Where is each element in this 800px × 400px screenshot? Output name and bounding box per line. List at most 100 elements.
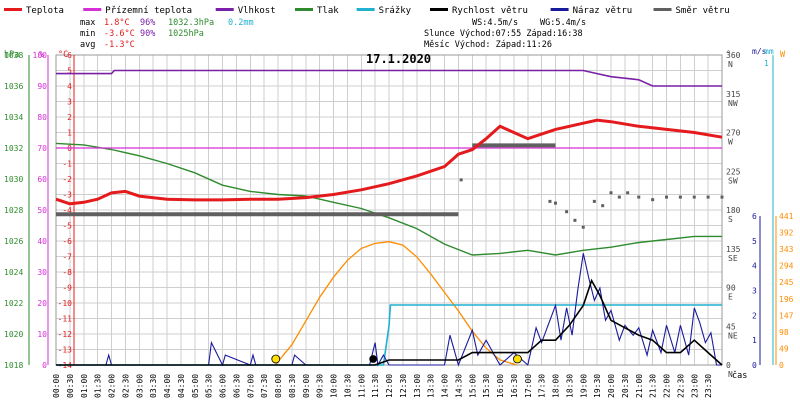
tick-label-direction: 315 [726,90,741,99]
axis-unit-temperature: °C [58,50,68,60]
series-wind-speed [56,278,723,366]
tick-label-compass: W [728,138,733,147]
tick-label-humidity: 10 [37,330,47,339]
tick-label-time: 08:30 [288,374,297,398]
tick-label-pressure: 1026 [4,237,23,246]
tick-label-direction: 360 [726,51,741,60]
tick-label-time: 18:30 [565,374,574,398]
tick-label-time: 15:30 [482,374,491,398]
wind-direction-point [692,195,696,199]
wind-direction-point [565,210,569,214]
tick-label-time: 20:30 [621,374,630,398]
series-solar-radiation [274,241,517,366]
tick-label-time: 02:30 [121,374,130,398]
wind-direction-point [617,195,621,199]
axis-unit-solar: W [780,50,786,60]
tick-label-solar: 294 [779,262,794,271]
legend-label: Přízemní teplota [105,6,192,16]
tick-label-time: 18:00 [552,374,561,398]
legend-swatch [4,8,22,11]
tick-label-time: 10:00 [330,374,339,398]
stats-wind-gust: WG:5.4m/s [540,18,586,28]
wind-direction-point [601,204,605,208]
tick-label-time: 09:00 [302,374,311,398]
axis-unit-time: čas [732,370,747,381]
stats-wind-speed: WS:4.5m/s [472,18,518,28]
tick-label-temperature: -11 [58,315,73,324]
series-humidity [56,69,722,87]
tick-label-time: 08:00 [274,374,283,398]
axis-unit-wind: m/s [752,47,767,56]
legend-swatch [83,8,102,11]
tick-label-time: 00:30 [66,374,75,398]
tick-label-time: 19:30 [593,374,602,398]
wind-direction-point [706,195,710,199]
stats-temp: -1.3°C [104,40,135,50]
legend-label: Rychlost větru [452,6,528,16]
tick-label-time: 20:00 [607,374,616,398]
wind-direction-point [581,225,585,229]
tick-label-temperature: -6 [62,237,72,246]
tick-label-time: 11:00 [357,374,366,398]
tick-label-direction: 0 [726,361,731,370]
tick-label-humidity: 30 [37,268,47,277]
tick-label-time: 23:30 [704,374,713,398]
tick-label-direction: 90 [726,284,736,293]
legend-swatch [215,8,234,11]
tick-label-time: 12:00 [385,374,394,398]
tick-label-time: 10:30 [343,374,352,398]
series-pressure [55,142,722,256]
tick-label-direction: 270 [726,129,741,138]
stats-pressure: 1032.3hPa [168,18,214,28]
tick-label-solar: 98 [779,328,789,337]
tick-label-temperature: 5 [67,67,72,76]
tick-label-temperature: -8 [62,268,72,277]
tick-label-humidity: 0 [42,361,47,370]
tick-label-time: 16:30 [510,374,519,398]
tick-label-temperature: -1 [62,160,72,169]
axis-unit-humidity: % [39,50,44,60]
chart-title: 17.1.2020 [366,52,431,66]
axis-unit-rain: mm [764,47,774,56]
tick-label-time: 04:00 [163,374,172,398]
legend-swatch [295,8,313,11]
stats-rain: 0.2mm [228,18,254,28]
tick-label-temperature: -9 [62,284,72,293]
stats-temp: 1.8°C [104,18,130,28]
tick-label-time: 06:00 [219,374,228,398]
tick-label-solar: 343 [779,245,794,254]
tick-label-direction: 45 [726,322,736,331]
tick-label-time: 21:30 [649,374,658,398]
stats-humidity: 90% [140,29,155,39]
tick-label-temperature: -12 [58,330,73,339]
tick-label-direction: 180 [726,206,741,215]
series-temperature [55,118,723,206]
tick-label-temperature: -2 [62,175,72,184]
wind-direction-point [592,199,596,203]
stats-label: max [80,18,95,28]
tick-label-temperature: 1 [67,129,72,138]
tick-label-direction: 135 [726,245,741,254]
tick-label-wind: 4 [752,262,757,271]
tick-label-wind: 3 [752,287,757,296]
tick-label-compass: N [728,60,733,69]
tick-label-pressure: 1024 [4,268,23,277]
tick-label-wind: 5 [752,237,757,246]
tick-label-time: 15:00 [468,374,477,398]
tick-label-solar: 441 [779,212,794,221]
tick-label-temperature: -10 [58,299,73,308]
moonset-marker [369,355,378,363]
tick-label-temperature: 3 [67,98,72,107]
tick-label-time: 04:30 [177,374,186,398]
tick-label-time: 12:30 [399,374,408,398]
wind-direction-point [665,195,668,199]
tick-label-time: 01:00 [80,374,89,398]
tick-label-solar: 49 [779,344,789,353]
tick-label-wind: 0 [752,361,757,370]
tick-label-time: 13:00 [413,374,422,398]
tick-label-compass: S [728,215,733,224]
legend-label: Srážky [379,6,412,16]
tick-label-time: 11:30 [371,374,380,398]
